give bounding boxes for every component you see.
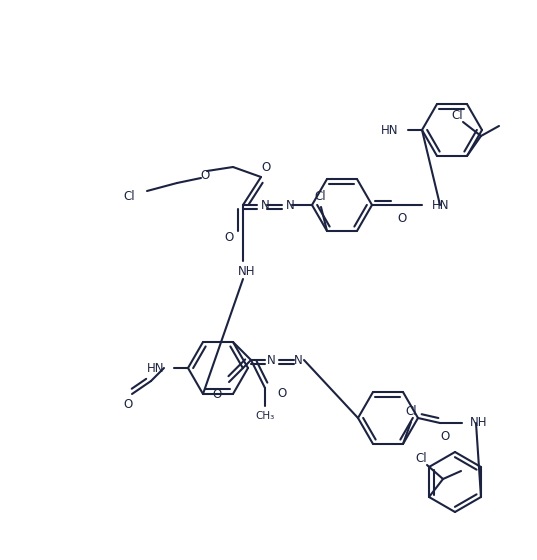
Text: Cl: Cl — [405, 405, 417, 418]
Text: O: O — [440, 430, 449, 442]
Text: N: N — [294, 353, 302, 366]
Text: O: O — [277, 386, 286, 399]
Text: O: O — [124, 398, 133, 410]
Text: O: O — [200, 169, 209, 181]
Text: Cl: Cl — [451, 110, 463, 123]
Text: NH: NH — [470, 417, 488, 430]
Text: N: N — [260, 198, 270, 212]
Text: HN: HN — [381, 124, 398, 137]
Text: CH₃: CH₃ — [256, 411, 274, 421]
Text: O: O — [397, 212, 407, 225]
Text: Cl: Cl — [123, 189, 135, 203]
Text: N: N — [286, 198, 294, 212]
Text: O: O — [212, 388, 222, 400]
Text: HN: HN — [432, 198, 449, 212]
Text: HN: HN — [147, 362, 164, 375]
Text: O: O — [262, 161, 271, 174]
Text: NH: NH — [238, 264, 256, 278]
Text: Cl: Cl — [314, 190, 326, 203]
Text: O: O — [224, 231, 234, 244]
Text: N: N — [267, 353, 275, 366]
Text: Cl: Cl — [415, 452, 427, 465]
